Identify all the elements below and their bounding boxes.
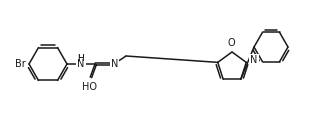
- Text: N: N: [77, 59, 85, 69]
- Text: Br: Br: [15, 59, 26, 69]
- Text: N: N: [250, 55, 258, 65]
- Text: H: H: [78, 54, 84, 63]
- Text: N: N: [111, 59, 118, 69]
- Text: H: H: [78, 54, 84, 63]
- Text: O: O: [227, 38, 235, 48]
- Text: HO: HO: [82, 82, 97, 92]
- Text: Br: Br: [15, 59, 26, 69]
